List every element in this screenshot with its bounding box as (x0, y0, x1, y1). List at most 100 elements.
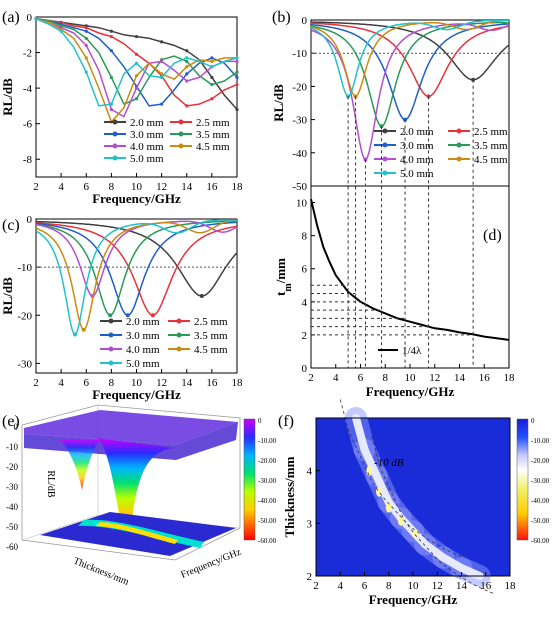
panel-label: (e) (2, 413, 20, 430)
legend-marker (456, 128, 462, 134)
data-point (210, 56, 214, 60)
x-tick-label: 10 (131, 181, 143, 193)
data-point (210, 65, 214, 69)
band-core (457, 564, 484, 580)
legend-marker (176, 318, 182, 324)
hot-spot (397, 515, 404, 526)
x-tick-label: 4 (333, 372, 339, 384)
plot-frame (310, 185, 510, 369)
x-tick-label: 8 (109, 377, 115, 389)
x-axis-label: Frequency/GHz (366, 384, 455, 399)
x-axis-label: Frequency/GHz (179, 546, 243, 580)
colorbar-tick-label: -20.00 (258, 457, 277, 465)
data-point (210, 75, 214, 80)
data-point (210, 97, 214, 101)
data-point (185, 65, 189, 69)
data-point (109, 49, 113, 53)
panel-label: (c) (2, 217, 20, 234)
colorbar-tick-label: 0 (531, 417, 535, 425)
y-tick-label: 4 (307, 466, 313, 478)
x-tick-label: 2 (33, 377, 39, 389)
y-tick-label: 6 (302, 264, 308, 276)
data-point (84, 36, 88, 40)
legend-marker (178, 131, 184, 137)
legend-marker (112, 131, 118, 137)
legend-marker (108, 360, 114, 366)
x-tick-label: 8 (386, 580, 392, 592)
y-tick-label: -20 (292, 81, 307, 93)
series-line (35, 221, 238, 316)
panel-label: (a) (2, 9, 20, 26)
z-tick-label: -20 (6, 462, 18, 472)
x-tick-label: 8 (383, 372, 389, 384)
x-tick-label: 6 (358, 372, 364, 384)
legend-marker (108, 346, 114, 352)
x-axis-label: Frequency/GHz (92, 191, 181, 206)
x-tick-label: 16 (206, 181, 218, 193)
legend-entry: 2.5 mm (196, 117, 230, 129)
legend-entry: 4.5 mm (474, 154, 508, 166)
legend-marker (382, 156, 388, 162)
y-axis-label-unit: /mm (273, 258, 288, 284)
data-point (185, 72, 189, 76)
surface-top (24, 410, 238, 445)
x-tick-label: 10 (408, 580, 420, 592)
x-tick-label: 2 (313, 580, 319, 592)
x-tick-label: 12 (156, 181, 167, 193)
surface-valley-small (60, 440, 100, 490)
data-point (185, 104, 189, 108)
dip-marker (108, 313, 113, 318)
y-axis-label: RL/dB (271, 84, 286, 122)
x-tick-label: 12 (429, 372, 440, 384)
x-axis-label: Frequency/GHz (369, 592, 458, 607)
data-point (134, 97, 139, 101)
legend-entry: 2.5 mm (194, 316, 228, 328)
legend-marker (178, 143, 184, 149)
legend-marker (112, 155, 118, 161)
surface-valley (95, 438, 175, 539)
legend-marker (176, 332, 182, 338)
data-point (160, 75, 164, 80)
legend-marker (112, 119, 118, 125)
y-axis-label-sub: m (283, 283, 294, 292)
panel-label: (d) (483, 227, 502, 244)
x-tick-label: 18 (505, 580, 517, 592)
data-point (109, 107, 113, 112)
z-axis-label: RL/dB (45, 470, 56, 498)
data-point (84, 43, 88, 48)
data-point (84, 26, 88, 30)
x-axis-label: Frequency/GHz (92, 387, 181, 402)
panel-a: (a) 2 4 6 8 10 12 14 16 18 0 -2 -4 -6 -8 Frequency/GHz R… (0, 9, 243, 206)
y-tick-label: 0 (302, 15, 308, 27)
y-tick-label: -10 (292, 48, 307, 60)
panel-f: (f) -10 dB 2 4 6 8 10 12 14 16 18 2 3 4 Frequency/GHz T… (278, 399, 550, 607)
data-point (59, 29, 63, 33)
data-point (235, 56, 239, 60)
legend-entry: 1/4λ (402, 345, 422, 357)
data-point (134, 86, 139, 90)
colorbar-tick-label: -50.00 (258, 517, 277, 525)
dip-marker (125, 313, 130, 318)
data-point (109, 34, 113, 39)
legend-marker (382, 170, 388, 176)
x-tick-label: 12 (432, 580, 443, 592)
dip-marker (379, 124, 384, 129)
y-axis-label: RL/dB (0, 277, 15, 315)
x-tick-label: 4 (338, 580, 344, 592)
series-line (311, 22, 510, 98)
data-point (84, 70, 88, 74)
contour-annotation: -10 dB (374, 457, 404, 469)
y-tick-label: 8 (302, 231, 308, 243)
legend-marker (108, 318, 114, 324)
dip-marker (81, 327, 86, 332)
band-core (352, 414, 369, 454)
y-axis-label-main: t (273, 291, 288, 296)
legend-entry: 3.0 mm (400, 140, 434, 152)
box-edge (21, 514, 99, 541)
colorbar-tick-label: -30.00 (258, 477, 277, 485)
data-point (235, 59, 239, 64)
colorbar (516, 418, 529, 541)
legend-marker (382, 128, 388, 134)
data-point (210, 59, 214, 64)
panel-d: (d)2 4 6 8 10 12 14 16 180246810Frequency/GHztm/… (273, 79, 515, 399)
